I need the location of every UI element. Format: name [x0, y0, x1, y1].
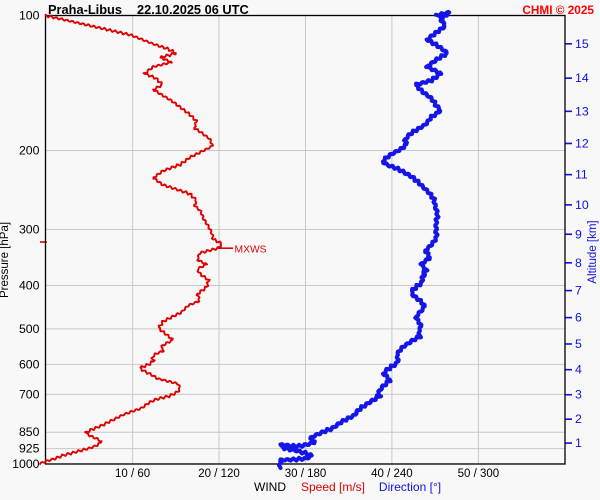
- svg-text:100: 100: [19, 9, 40, 23]
- svg-text:WIND: WIND: [254, 480, 286, 494]
- svg-text:8: 8: [575, 256, 582, 270]
- svg-text:11: 11: [575, 168, 588, 182]
- svg-text:10: 10: [575, 198, 589, 212]
- svg-text:15: 15: [575, 37, 589, 51]
- svg-text:6: 6: [575, 311, 582, 325]
- svg-text:13: 13: [575, 104, 589, 118]
- svg-text:4: 4: [575, 363, 582, 377]
- svg-text:Pressure [hPa]: Pressure [hPa]: [0, 222, 11, 298]
- svg-text:Speed [m/s]: Speed [m/s]: [301, 480, 365, 494]
- svg-text:14: 14: [575, 71, 589, 85]
- svg-text:200: 200: [19, 144, 40, 158]
- svg-text:9: 9: [575, 227, 582, 241]
- svg-text:3: 3: [575, 388, 582, 402]
- svg-text:850: 850: [19, 425, 40, 439]
- svg-text:12: 12: [575, 137, 589, 151]
- svg-text:925: 925: [19, 442, 40, 456]
- svg-text:500: 500: [19, 322, 40, 336]
- svg-text:400: 400: [19, 279, 40, 293]
- svg-text:50 / 300: 50 / 300: [458, 468, 500, 480]
- svg-text:Direction [°]: Direction [°]: [379, 480, 441, 494]
- svg-text:600: 600: [19, 357, 40, 371]
- svg-text:5: 5: [575, 337, 582, 351]
- svg-text:40 / 240: 40 / 240: [371, 468, 413, 480]
- svg-text:2: 2: [575, 412, 582, 426]
- svg-text:Altitude [km]: Altitude [km]: [587, 220, 599, 283]
- svg-text:10 / 60: 10 / 60: [115, 468, 150, 480]
- svg-text:1: 1: [575, 436, 582, 450]
- svg-text:7: 7: [575, 284, 582, 298]
- svg-text:300: 300: [19, 223, 40, 237]
- svg-text:20 / 120: 20 / 120: [198, 468, 240, 480]
- svg-text:1000: 1000: [12, 457, 40, 471]
- svg-text:30 / 180: 30 / 180: [285, 468, 327, 480]
- svg-text:700: 700: [19, 387, 40, 401]
- svg-text:MXWS: MXWS: [235, 244, 267, 255]
